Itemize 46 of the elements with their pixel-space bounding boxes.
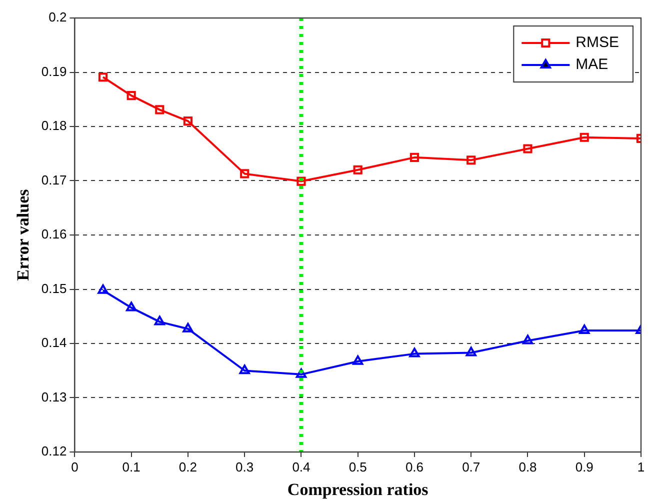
x-tick-label: 0.8: [518, 459, 537, 474]
point: [296, 176, 306, 186]
x-tick-label: 0.1: [122, 459, 140, 474]
point: [353, 165, 362, 174]
point: [126, 302, 137, 312]
point: [523, 144, 532, 154]
point: [240, 169, 250, 178]
point: [183, 116, 192, 126]
x-tick-label: 0.6: [405, 459, 424, 474]
x-tick-label: 0.7: [462, 459, 480, 474]
point: [154, 316, 165, 326]
y-tick-label: 0.12: [41, 444, 67, 459]
point: [410, 152, 420, 162]
point: [126, 91, 136, 100]
point: [239, 364, 250, 374]
point: [580, 132, 589, 142]
y-tick-label: 0.14: [41, 335, 67, 350]
legend-label: MAE: [576, 56, 608, 74]
legend-label: RMSE: [576, 34, 620, 52]
y-tick-label: 0.2: [48, 10, 67, 25]
point: [466, 346, 476, 356]
x-tick-label: 0.4: [292, 459, 310, 474]
point: [98, 72, 108, 82]
y-tick-label: 0.13: [41, 389, 67, 404]
x-tick-label: 1: [637, 459, 645, 474]
y-tick-label: 0.18: [41, 118, 67, 134]
x-tick-label: 0.3: [236, 459, 254, 474]
x-axis-title: Compression ratios: [287, 480, 429, 500]
point: [409, 348, 420, 358]
point: [579, 324, 590, 334]
point: [352, 355, 364, 365]
point: [98, 284, 108, 294]
point: [466, 156, 476, 165]
y-axis-title: Error values: [14, 188, 33, 281]
point: [155, 105, 164, 114]
x-tick-label: 0.9: [575, 459, 594, 474]
y-tick-label: 0.19: [41, 64, 67, 79]
x-tick-label: 0.2: [178, 459, 197, 474]
point: [522, 334, 534, 344]
y-tick-label: 0.15: [41, 280, 67, 296]
x-tick-label: 0.5: [348, 459, 367, 474]
y-tick-label: 0.17: [41, 172, 67, 188]
point: [182, 322, 194, 332]
y-tick-label: 0.16: [41, 226, 67, 242]
point: [296, 368, 307, 378]
x-tick-label: 0: [71, 459, 78, 474]
